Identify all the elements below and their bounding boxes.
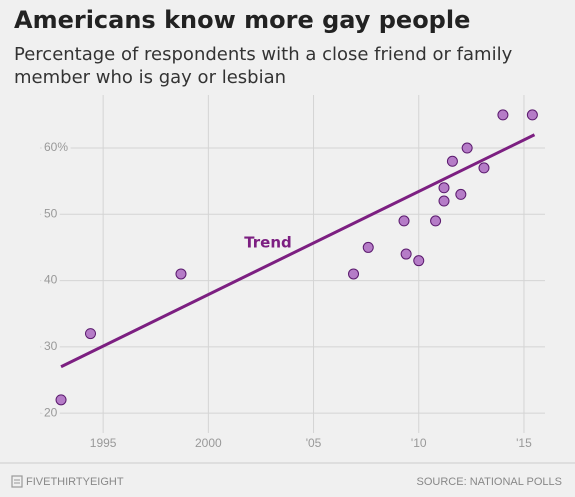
point (497, 109, 509, 121)
chart-subtitle: member who is gay or lesbian (14, 67, 286, 88)
x-tick-label: '05 (306, 436, 322, 450)
point (85, 328, 96, 340)
brand-logo (11, 475, 23, 488)
point (400, 248, 412, 260)
y-tick-label: 40 (44, 273, 58, 287)
point (55, 394, 67, 406)
point (438, 182, 450, 194)
point (413, 255, 425, 267)
trend-line (60, 133, 536, 369)
point (398, 215, 410, 227)
y-tick-label: 30 (44, 339, 58, 353)
x-tick-label: '15 (516, 436, 532, 450)
point (478, 162, 490, 174)
footer-source: SOURCE: NATIONAL POLLS (417, 476, 562, 488)
point (438, 195, 450, 207)
chart-title: Americans know more gay people (14, 6, 470, 34)
y-tick-label: 60% (44, 140, 68, 154)
point (526, 109, 538, 121)
footer-brand: FIVETHIRTYEIGHT (26, 476, 124, 488)
x-tick-label: '10 (411, 436, 427, 450)
point (362, 241, 374, 253)
trend-label: Trend (244, 234, 292, 252)
y-tick-label: 50 (44, 206, 58, 220)
point (430, 215, 442, 227)
x-tick-label: 2000 (195, 436, 222, 450)
point (348, 268, 360, 280)
y-tick-label: 20 (44, 405, 58, 419)
x-tick-label: 1995 (90, 436, 117, 450)
point (461, 142, 473, 154)
point (455, 188, 467, 200)
point (175, 268, 187, 280)
point (446, 155, 458, 167)
chart-subtitle: Percentage of respondents with a close f… (14, 44, 513, 65)
